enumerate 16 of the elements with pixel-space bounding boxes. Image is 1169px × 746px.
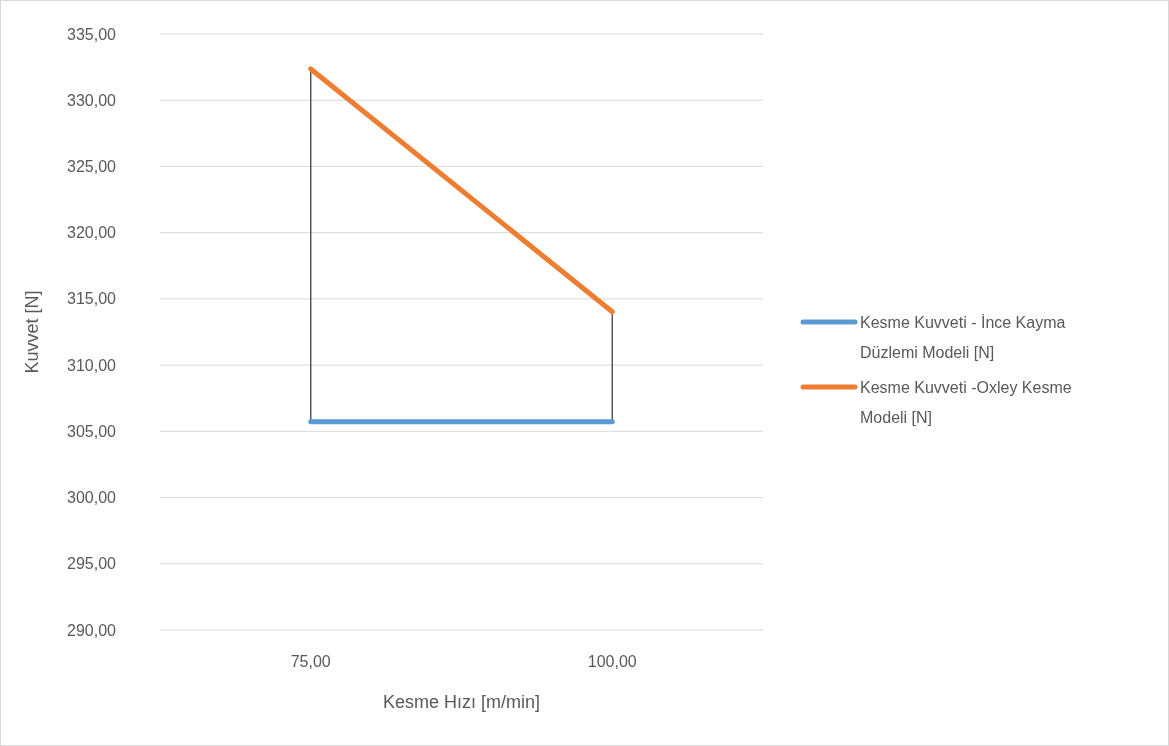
y-tick-label: 320,00 <box>67 224 117 242</box>
y-tick-label: 335,00 <box>67 25 117 43</box>
y-tick-label: 300,00 <box>67 489 117 507</box>
x-tick-label: 75,00 <box>290 653 331 670</box>
legend-label: Kesme Kuvveti - İnce Kayma Düzlemi Modeli [N] <box>860 312 1066 361</box>
y-axis-title: Kuvvet [N] <box>22 290 42 374</box>
legend-label: Kesme Kuvveti -Oxley Kesme Modeli [N] <box>860 378 1072 426</box>
y-tick-label: 305,00 <box>67 422 117 440</box>
y-tick-label: 330,00 <box>67 91 117 109</box>
x-axis-title: Kesme Hızı [m/min] <box>382 692 541 712</box>
y-tick-label: 315,00 <box>67 290 117 308</box>
y-tick-label: 295,00 <box>67 555 117 573</box>
y-tick-label: 310,00 <box>67 356 117 374</box>
y-tick-label: 325,00 <box>67 158 117 176</box>
y-tick-label: 290,00 <box>67 621 117 639</box>
x-tick-label: 100,00 <box>587 653 637 670</box>
